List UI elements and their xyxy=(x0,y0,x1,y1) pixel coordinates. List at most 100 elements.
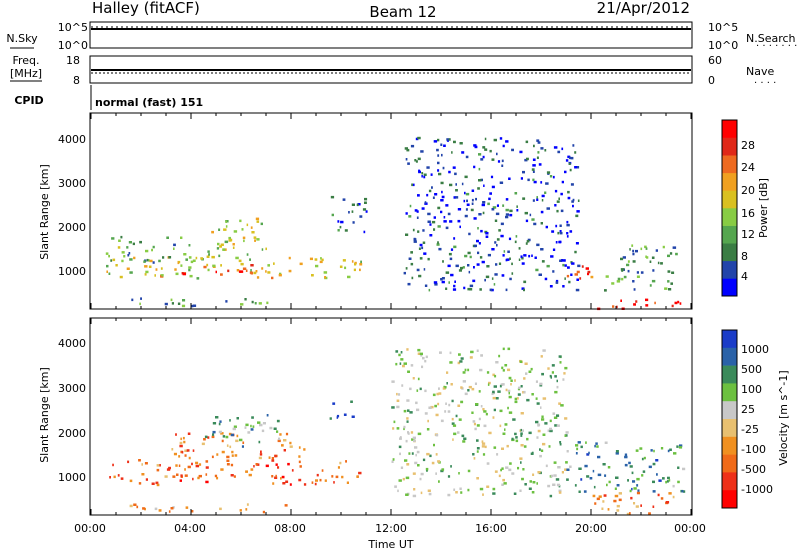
velocity-echo-cell xyxy=(427,419,429,423)
freq-panel-frame xyxy=(89,55,693,84)
velocity-echo-cell xyxy=(409,411,413,414)
velocity-echo-cell xyxy=(417,432,422,436)
power-echo-cell xyxy=(155,268,158,271)
velocity-echo-cell xyxy=(205,480,209,484)
velocity-echo-cell xyxy=(176,473,179,476)
power-echo-cell xyxy=(518,247,521,250)
velocity-echo-cell xyxy=(195,464,200,468)
power-echo-cell xyxy=(585,267,589,270)
power-echo-cell xyxy=(447,212,451,216)
power-echo-cell xyxy=(415,137,419,141)
velocity-echo-cell xyxy=(141,463,143,466)
power-echo-cell xyxy=(445,287,448,290)
power-echo-cell xyxy=(546,264,550,268)
velocity-echo-cell xyxy=(245,508,248,511)
power-echo-cell xyxy=(450,273,454,277)
power-echo-cell xyxy=(445,204,449,207)
power-echo-cell xyxy=(508,177,511,180)
velocity-echo-cell xyxy=(511,437,514,441)
power-echo-cell xyxy=(359,215,363,218)
velocity-echo-cell xyxy=(460,400,464,404)
velocity-echo-cell xyxy=(232,427,236,431)
velocity-echo-cell xyxy=(453,488,456,491)
velocity-echo-cell xyxy=(277,439,281,443)
power-echo-cell xyxy=(489,149,492,153)
power-echo-cell xyxy=(590,275,594,279)
power-echo-cell xyxy=(467,264,470,267)
power-echo-cell xyxy=(437,154,440,157)
velocity-echo-cell xyxy=(424,359,427,363)
power-echo-cell xyxy=(121,259,124,263)
velocity-colorbar-swatch xyxy=(722,365,737,384)
power-echo-cell xyxy=(267,264,270,267)
power-echo-cell xyxy=(140,297,142,300)
velocity-echo-cell xyxy=(501,447,504,450)
power-echo-cell xyxy=(254,302,257,305)
velocity-echo-cell xyxy=(679,444,683,447)
power-echo-cell xyxy=(127,254,130,257)
velocity-echo-cell xyxy=(592,494,596,498)
velocity-echo-cell xyxy=(406,399,410,402)
velocity-echo-cell xyxy=(472,453,475,456)
velocity-colorbar: 1000 500 100 25 -25 -100 -500 -1000 Velo… xyxy=(721,329,790,509)
velocity-echo-cell xyxy=(633,502,636,505)
power-echo-cell xyxy=(568,162,571,165)
power-echo-cell xyxy=(551,230,555,233)
freq-tick-right-bottom: 0 xyxy=(708,74,715,87)
power-echo-cell xyxy=(441,190,443,194)
velocity-echo-cell xyxy=(476,447,480,450)
velocity-echo-cell xyxy=(278,437,281,441)
velocity-echo-cell xyxy=(212,430,216,434)
power-cbar-tick-16: 16 xyxy=(741,207,755,220)
velocity-echo-cell xyxy=(481,442,486,445)
power-echo-cell xyxy=(511,262,513,266)
power-echo-cell xyxy=(587,272,590,276)
power-echo-cell xyxy=(566,235,569,238)
power-echo-cell xyxy=(438,172,442,176)
noise-tick-left-bottom: 10^0 xyxy=(58,39,88,52)
velocity-echo-cell xyxy=(250,424,252,428)
velocity-echo-cell xyxy=(486,485,490,488)
power-echo-cell xyxy=(540,248,544,251)
velocity-echo-cell xyxy=(419,352,423,356)
power-echo-cell xyxy=(478,242,481,245)
velocity-echo-cell xyxy=(551,371,554,374)
power-echo-cell xyxy=(253,236,257,239)
power-echo-cell xyxy=(463,286,466,290)
velocity-echo-cell xyxy=(331,475,334,478)
velocity-echo-cell xyxy=(667,476,670,480)
velocity-echo-cell xyxy=(337,466,340,469)
power-ytick-2000: 2000 xyxy=(58,221,86,234)
velocity-echo-cell xyxy=(447,410,451,413)
power-echo-cell xyxy=(415,160,418,163)
velocity-echo-cell xyxy=(417,464,420,467)
power-echo-cell xyxy=(611,282,615,285)
velocity-echo-cell xyxy=(410,364,414,367)
power-echo-cell xyxy=(448,252,452,256)
power-echo-cell xyxy=(468,270,471,274)
velocity-echo-cell xyxy=(255,463,258,466)
power-echo-cell xyxy=(455,196,459,199)
power-echo-cell xyxy=(431,220,436,224)
velocity-echo-cell xyxy=(636,477,640,481)
velocity-echo-cell xyxy=(505,466,509,469)
power-echo-cell xyxy=(131,298,134,302)
velocity-echo-cell xyxy=(507,406,509,410)
power-echo-cell xyxy=(487,202,490,206)
power-echo-cell xyxy=(561,180,564,184)
power-cbar-tick-4: 4 xyxy=(741,270,748,283)
power-echo-cell xyxy=(632,249,635,253)
power-echo-cell xyxy=(319,260,323,264)
power-echo-cell xyxy=(570,183,574,186)
velocity-echo-cell xyxy=(448,403,451,407)
power-echo-cell xyxy=(359,268,361,272)
velocity-echo-cell xyxy=(394,485,397,488)
velocity-echo-cell xyxy=(401,384,404,387)
velocity-echo-cell xyxy=(191,462,193,466)
power-echo-cell xyxy=(253,271,257,275)
power-echo-cell xyxy=(174,268,177,271)
power-echo-cell xyxy=(529,213,532,217)
power-echo-cell xyxy=(171,302,174,305)
power-echo-cell xyxy=(473,165,476,169)
velocity-echo-cell xyxy=(542,397,547,400)
